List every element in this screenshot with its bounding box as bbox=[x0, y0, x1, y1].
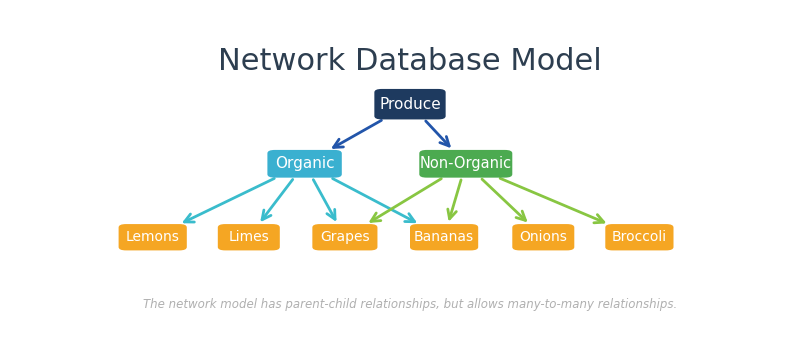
FancyBboxPatch shape bbox=[419, 150, 512, 177]
Text: Grapes: Grapes bbox=[320, 230, 370, 244]
Text: Produce: Produce bbox=[379, 97, 441, 112]
Text: Bananas: Bananas bbox=[414, 230, 474, 244]
Text: Limes: Limes bbox=[229, 230, 269, 244]
FancyBboxPatch shape bbox=[312, 224, 378, 251]
FancyBboxPatch shape bbox=[218, 224, 280, 251]
Text: Onions: Onions bbox=[519, 230, 567, 244]
Text: Lemons: Lemons bbox=[126, 230, 180, 244]
Text: The network model has parent-child relationships, but allows many-to-many relati: The network model has parent-child relat… bbox=[143, 298, 677, 311]
FancyBboxPatch shape bbox=[410, 224, 478, 251]
FancyBboxPatch shape bbox=[267, 150, 342, 177]
FancyBboxPatch shape bbox=[512, 224, 574, 251]
FancyBboxPatch shape bbox=[606, 224, 674, 251]
Text: Network Database Model: Network Database Model bbox=[218, 48, 602, 76]
Text: Broccoli: Broccoli bbox=[612, 230, 667, 244]
FancyBboxPatch shape bbox=[374, 89, 446, 120]
FancyBboxPatch shape bbox=[118, 224, 187, 251]
Text: Non-Organic: Non-Organic bbox=[420, 156, 512, 171]
Text: Organic: Organic bbox=[274, 156, 334, 171]
